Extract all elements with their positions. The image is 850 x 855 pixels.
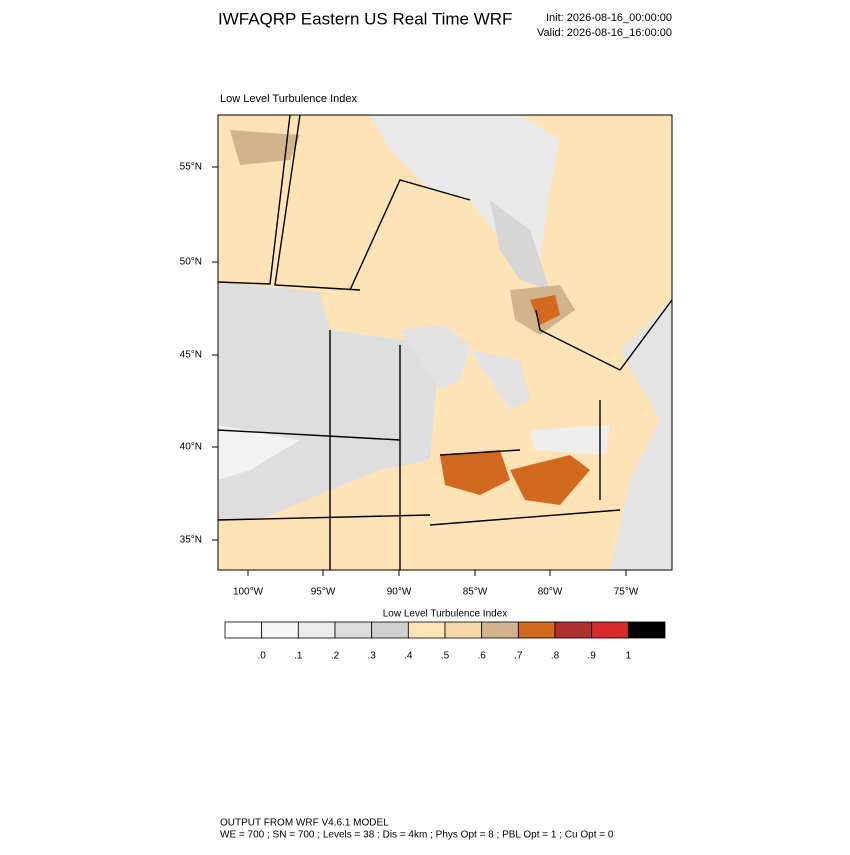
colorbar-box: [481, 621, 519, 639]
colorbar-label: .7: [514, 651, 523, 662]
high-index-area: [230, 130, 300, 165]
colorbar-label: .0: [257, 651, 266, 662]
colorbar-box: [444, 621, 483, 639]
lon-label: 100°W: [233, 587, 264, 598]
colorbar-label: .4: [404, 651, 413, 662]
colorbar-label: .1: [294, 651, 303, 662]
lat-label: 50°N: [180, 257, 202, 268]
colorbar-label: .2: [331, 651, 340, 662]
lon-label: 85°W: [463, 587, 488, 598]
lon-label: 90°W: [387, 587, 412, 598]
lon-label: 75°W: [614, 587, 639, 598]
low-index-area: [218, 425, 300, 480]
colorbar-label: .9: [587, 651, 596, 662]
valid-time: Valid: 2026-08-16_16:00:00: [537, 27, 672, 39]
colorbar-box: [371, 621, 409, 639]
colorbar-box: [261, 621, 299, 639]
footer-line: WE = 700 ; SN = 700 ; Levels = 38 ; Dis …: [220, 830, 614, 841]
high-index-area: [510, 455, 590, 505]
borders: [218, 115, 672, 570]
colorbar-box: [334, 621, 373, 639]
colorbar-box: [224, 621, 263, 639]
map-title: Low Level Turbulence Index: [220, 93, 357, 105]
lake: [470, 350, 530, 410]
colorbar-label: .8: [551, 651, 560, 662]
lat-label: 45°N: [180, 350, 202, 361]
low-index-area: [530, 425, 610, 455]
colorbar-box: [554, 621, 593, 639]
map-frame: [217, 114, 673, 571]
colorbar-label: 1: [626, 651, 632, 662]
colorbar-title: Low Level Turbulence Index: [383, 609, 508, 620]
lake: [400, 325, 470, 390]
lat-label: 40°N: [180, 442, 202, 453]
high-index-area: [440, 450, 510, 495]
colorbar-box: [591, 621, 629, 639]
lon-label: 80°W: [538, 587, 563, 598]
title: IWFAQRP Eastern US Real Time WRF: [218, 9, 512, 28]
colorbar-box: [517, 621, 556, 639]
low-index-area: [490, 200, 550, 290]
lat-label: 55°N: [180, 162, 202, 173]
lat-label: 35°N: [180, 535, 202, 546]
map: [218, 115, 672, 570]
init-time: Init: 2026-08-16_00:00:00: [546, 12, 672, 24]
lon-label: 95°W: [311, 587, 336, 598]
colorbar-box: [297, 621, 336, 639]
ocean: [610, 300, 672, 570]
colorbar-label: .3: [367, 651, 376, 662]
colorbar-label: .5: [441, 651, 450, 662]
colorbar-label: .6: [477, 651, 486, 662]
colorbar-box: [407, 621, 446, 639]
low-index-area: [218, 282, 440, 520]
footer-line: OUTPUT FROM WRF V4.6.1 MODEL: [220, 818, 389, 829]
colorbar-box: [627, 621, 666, 639]
